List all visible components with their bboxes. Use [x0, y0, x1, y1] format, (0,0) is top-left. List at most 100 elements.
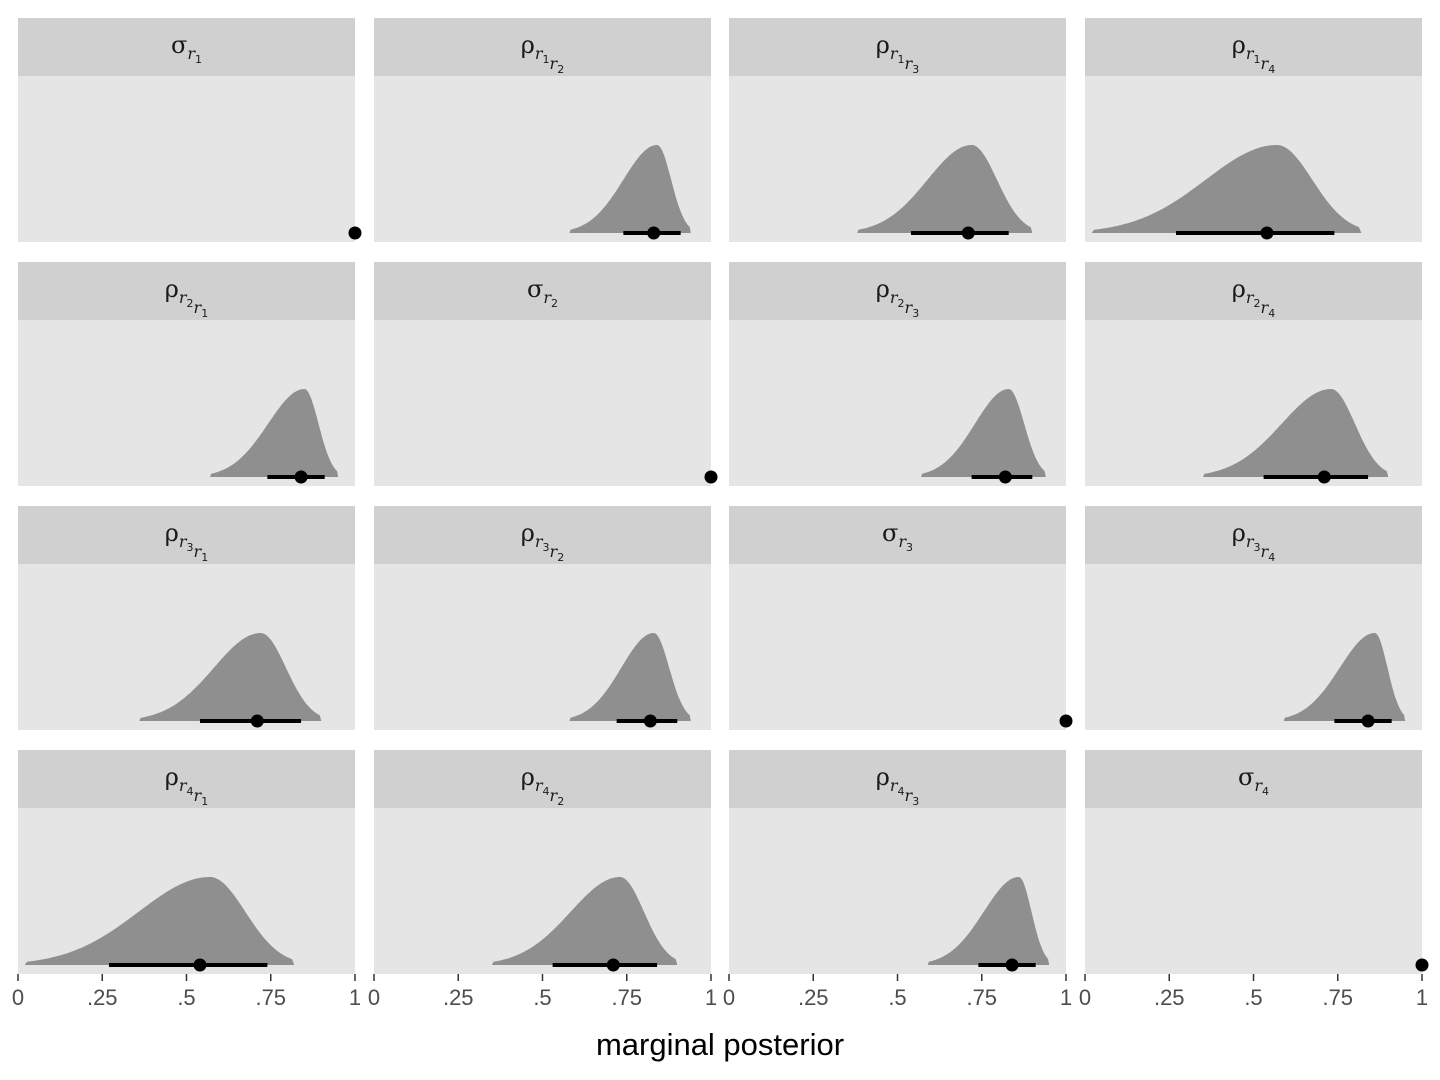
facet-strip — [729, 506, 1066, 564]
facet-strip-label: ρr1r4 — [1232, 31, 1275, 76]
density-curve — [569, 633, 691, 721]
facet-panel-1-2: ρr1r2 — [374, 18, 711, 242]
density-curve — [927, 877, 1050, 965]
x-tick-label: .5 — [533, 985, 551, 1010]
facet-panel-2-1: ρr2r1 — [18, 262, 355, 486]
x-tick-label: .5 — [888, 985, 906, 1010]
facet-strip-label: ρr3r4 — [1232, 519, 1275, 564]
density-curve — [1203, 389, 1389, 477]
facet-strip-label: ρr4r2 — [521, 763, 564, 808]
facet-strip-label: σr3 — [882, 519, 913, 554]
point-estimate — [1361, 714, 1375, 728]
x-tick-label: 0 — [723, 985, 735, 1010]
facet-plot-area — [18, 76, 355, 242]
facet-strip — [1085, 506, 1422, 564]
facet-strip-label: ρr2r3 — [876, 275, 919, 320]
facet-panel-3-3: σr3 — [729, 506, 1073, 730]
x-tick-label: .25 — [798, 985, 829, 1010]
x-axis-layer: 0.25.5.75 1 0.25.5.75 1 0.25.5.75 1 0.25.5.75 1 — [12, 974, 1428, 1010]
facet-strip-label: ρr1r3 — [876, 31, 919, 76]
facet-strip — [374, 750, 711, 808]
facet-strip — [18, 262, 355, 320]
facet-strip-label: ρr3r1 — [165, 519, 208, 564]
facet-strip — [374, 262, 711, 320]
density-curve — [210, 389, 339, 477]
point-estimate — [1260, 226, 1274, 240]
point-estimate — [961, 226, 975, 240]
x-tick-label: 0 — [12, 985, 24, 1010]
facet-strip — [729, 18, 1066, 76]
facet-panel-4-4: σr4 — [1085, 750, 1429, 974]
x-tick-label: .25 — [1154, 985, 1185, 1010]
point-estimate — [193, 958, 207, 972]
x-tick-label: .25 — [443, 985, 474, 1010]
density-curve — [569, 145, 691, 233]
x-tick-label: 0 — [1079, 985, 1091, 1010]
facet-strip-label: σr2 — [527, 275, 558, 310]
facet-strip — [18, 750, 355, 808]
point-estimate — [998, 470, 1012, 484]
x-tick-label: .5 — [1244, 985, 1262, 1010]
x-tick-label: 1 — [705, 985, 717, 1010]
x-tick-label: .75 — [255, 985, 286, 1010]
x-axis-title: marginal posterior — [596, 1027, 844, 1062]
x-tick-label: 1 — [349, 985, 361, 1010]
facet-strip — [374, 18, 711, 76]
x-tick-label: 0 — [368, 985, 380, 1010]
facet-strip-label: σr1 — [171, 31, 202, 66]
facet-panel-3-1: ρr3r1 — [18, 506, 355, 730]
facet-panel-4-3: ρr4r3 — [729, 750, 1066, 974]
facet-strip — [1085, 18, 1422, 76]
facet-plot-area — [374, 320, 711, 486]
x-tick-label: 1 — [1416, 985, 1428, 1010]
point-estimate — [1415, 958, 1429, 972]
x-tick-label: 1 — [1060, 985, 1072, 1010]
density-curve — [1283, 633, 1406, 721]
x-tick-label: .75 — [611, 985, 642, 1010]
facet-panel-2-3: ρr2r3 — [729, 262, 1066, 486]
facet-strip — [729, 262, 1066, 320]
facet-panel-1-1: σr1 — [18, 18, 362, 242]
x-tick-label: .75 — [1322, 985, 1353, 1010]
point-estimate — [1059, 714, 1073, 728]
facet-strip-label: ρr1r2 — [521, 31, 564, 76]
facet-strip — [1085, 750, 1422, 808]
density-curve — [24, 877, 295, 965]
point-estimate — [348, 226, 362, 240]
facet-panel-3-4: ρr3r4 — [1085, 506, 1422, 730]
x-tick-label: .75 — [966, 985, 997, 1010]
facet-strip — [729, 750, 1066, 808]
facet-strip-label: ρr4r3 — [876, 763, 919, 808]
density-curve — [139, 633, 322, 721]
facet-strip-label: ρr3r2 — [521, 519, 564, 564]
density-curve — [857, 145, 1033, 233]
facet-panel-2-2: σr2 — [374, 262, 718, 486]
density-curve — [921, 389, 1046, 477]
facet-strip-label: ρr2r1 — [165, 275, 208, 320]
facet-panel-4-1: ρr4r1 — [18, 750, 355, 974]
facet-panel-4-2: ρr4r2 — [374, 750, 711, 974]
point-estimate — [1005, 958, 1019, 972]
x-tick-label: .5 — [177, 985, 195, 1010]
point-estimate — [606, 958, 620, 972]
facet-strip-label: σr4 — [1238, 763, 1269, 798]
facet-strip — [18, 506, 355, 564]
point-estimate — [250, 714, 264, 728]
facet-panel-1-4: ρr1r4 — [1085, 18, 1422, 242]
density-curve — [491, 877, 678, 965]
facet-strip-label: ρr2r4 — [1232, 275, 1275, 320]
facet-panel-1-3: ρr1r3 — [729, 18, 1066, 242]
density-curve — [1091, 145, 1362, 233]
facet-strip-label: ρr4r1 — [165, 763, 208, 808]
facet-strip — [18, 18, 355, 76]
point-estimate — [643, 714, 657, 728]
facet-panel-2-4: ρr2r4 — [1085, 262, 1422, 486]
facet-plot-area — [1085, 808, 1422, 974]
point-estimate — [704, 470, 718, 484]
point-estimate — [1317, 470, 1331, 484]
facet-plot-area — [729, 564, 1066, 730]
facet-panel-3-2: ρr3r2 — [374, 506, 711, 730]
panels-layer: σr1 ρr1r2 ρr1r3 ρr1r4 ρr2r1 σr2 ρr2r3 ρr2r4 ρr3r… — [18, 18, 1429, 974]
x-tick-label: .25 — [87, 985, 118, 1010]
